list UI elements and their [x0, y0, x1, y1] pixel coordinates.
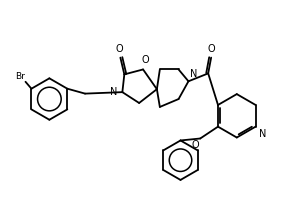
Text: O: O — [141, 54, 149, 64]
Text: O: O — [207, 44, 215, 54]
Text: Br: Br — [15, 72, 25, 81]
Text: O: O — [116, 44, 123, 54]
Text: N: N — [190, 69, 198, 79]
Text: O: O — [192, 141, 199, 151]
Text: N: N — [110, 87, 117, 97]
Text: N: N — [258, 129, 266, 139]
